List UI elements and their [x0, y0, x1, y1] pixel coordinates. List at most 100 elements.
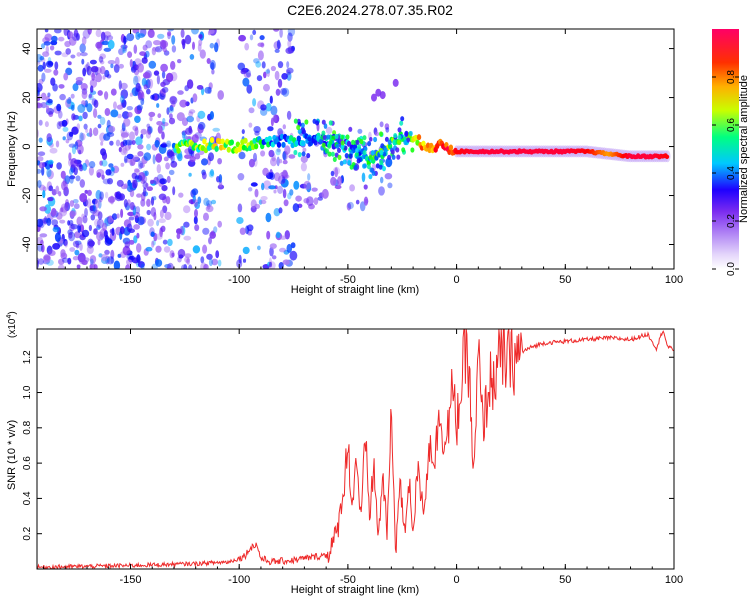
spectrogram-noise-point	[93, 108, 98, 119]
spectrogram-noise-point	[150, 94, 155, 100]
spectrogram-noise-point	[110, 109, 119, 118]
spectrogram-noise-point	[303, 180, 312, 190]
spectrogram-noise-point	[199, 49, 206, 59]
spectrogram-noise-point	[267, 126, 274, 132]
spectrogram-noise-point	[286, 69, 291, 76]
spectrogram-noise-point	[193, 216, 198, 225]
spectrogram-x-tick-label: 50	[559, 274, 571, 286]
spectrogram-x-tick-label: -50	[340, 274, 356, 286]
spectrogram-ridge-point	[355, 139, 360, 145]
spectrogram-noise-point	[126, 106, 133, 111]
spectrogram-noise-point	[59, 93, 66, 101]
spectrogram-noise-point	[75, 175, 81, 182]
spectrogram-noise-point	[359, 201, 366, 212]
spectrogram-ridge-point	[301, 140, 306, 147]
spectrogram-noise-point	[203, 212, 209, 221]
spectrogram-noise-point	[306, 196, 314, 207]
spectrogram-ridge-point	[330, 151, 335, 157]
spectrogram-noise-point	[155, 153, 163, 163]
spectrogram-noise-point	[332, 166, 341, 175]
spectrogram-noise-point	[69, 175, 74, 184]
spectrogram-noise-point	[155, 245, 162, 253]
spectrogram-noise-point	[39, 206, 47, 212]
spectrogram-noise-point	[122, 245, 131, 256]
spectrogram-noise-point	[81, 259, 88, 265]
spectrogram-noise-point	[183, 221, 190, 228]
spectrogram-noise-point	[127, 51, 133, 58]
spectrogram-noise-point	[254, 188, 259, 198]
snr-y-ticks: 0.2 0.4 0.6 0.8 1.0 1.2	[22, 350, 674, 541]
spectrogram-noise-point	[104, 108, 111, 116]
spectrogram-noise-point	[260, 104, 267, 111]
spectrogram-ridge-point	[345, 134, 350, 140]
spectrogram-noise-point	[165, 196, 171, 205]
spectrogram-noise-point	[37, 83, 43, 92]
spectrogram-noise-point	[270, 117, 274, 127]
spectrogram-noise-point	[66, 99, 72, 104]
spectrogram-noise-point	[192, 194, 196, 203]
spectrogram-noise-point	[78, 115, 83, 122]
spectrogram-noise-point	[201, 171, 207, 180]
spectrogram-noise-point	[126, 153, 134, 160]
spectrogram-noise-point	[206, 253, 213, 260]
spectrogram-noise-point	[104, 191, 109, 199]
spectrogram-noise-point	[238, 151, 246, 160]
spectrogram-noise-point	[239, 227, 246, 235]
snr-y-tick-label: 1.2	[22, 350, 33, 364]
spectrogram-noise-point	[134, 127, 139, 136]
spectrogram-noise-point	[150, 207, 157, 217]
spectrogram-noise-point	[293, 180, 300, 190]
spectrogram-noise-point	[76, 52, 82, 57]
spectrogram-noise-point	[161, 131, 165, 140]
spectrogram-noise-point	[252, 98, 257, 107]
spectrogram-noise-point	[286, 110, 292, 120]
spectrogram-noise-point	[46, 168, 52, 178]
spectrogram-noise-point	[286, 67, 294, 74]
snr-x-tick-label: 0	[454, 574, 460, 586]
spectrogram-noise-point	[157, 113, 162, 119]
spectrogram-ridge-point	[321, 142, 326, 148]
spectrogram-ridge-point	[355, 147, 359, 153]
spectrogram-noise-point	[44, 29, 49, 33]
spectrogram-noise-point	[277, 78, 283, 88]
spectrogram-noise-point	[170, 160, 178, 168]
spectrogram-noise-point	[169, 250, 175, 259]
spectrogram-noise-point	[159, 209, 164, 219]
spectrogram-noise-point	[73, 203, 80, 210]
spectrogram-noise-point	[63, 29, 69, 36]
spectrogram-noise-point	[107, 178, 113, 185]
spectrogram-noise-point	[242, 246, 250, 255]
spectrogram-noise-point	[93, 99, 99, 109]
spectrogram-noise-point	[269, 95, 273, 104]
spectrogram-noise-point	[39, 56, 45, 61]
spectrogram-noise-point	[194, 208, 198, 218]
spectrogram-noise-point	[183, 263, 188, 269]
snr-panel: -150 -100 -50 0 50 100 0.2 0.4 0.6 0.8 1.0 1.2 Hei…	[6, 311, 683, 596]
spectrogram-noise-point	[157, 33, 165, 39]
spectrogram-noise-point	[110, 88, 117, 96]
spectrogram-noise-point	[56, 162, 62, 170]
spectrogram-noise-point	[282, 150, 289, 161]
spectrogram-noise-point	[259, 35, 265, 41]
spectrogram-noise-point	[131, 140, 136, 145]
spectrogram-noise-point	[126, 33, 135, 42]
spectrogram-noise-point	[47, 197, 54, 202]
spectrogram-ridge-point	[337, 147, 341, 153]
spectrogram-noise-point	[252, 29, 257, 35]
spectrogram-noise-point	[154, 94, 158, 101]
spectrogram-ridge-point	[664, 154, 670, 159]
spectrogram-noise-point	[48, 250, 56, 256]
spectrogram-ridge-point	[367, 141, 372, 147]
spectrogram-noise-point	[81, 58, 85, 65]
spectrogram-noise-point	[136, 104, 143, 111]
spectrogram-noise-point	[286, 71, 292, 81]
spectrogram-ridge-point	[313, 140, 318, 146]
spectrogram-ridge-point	[214, 145, 219, 152]
spectrogram-ridge-point	[384, 136, 389, 142]
spectrogram-x-tick-label: 0	[454, 274, 460, 286]
spectrogram-noise-point	[287, 29, 296, 37]
spectrogram-ridge-point	[369, 167, 374, 173]
spectrogram-noise-point	[281, 87, 290, 97]
spectrogram-noise-point	[152, 154, 156, 165]
